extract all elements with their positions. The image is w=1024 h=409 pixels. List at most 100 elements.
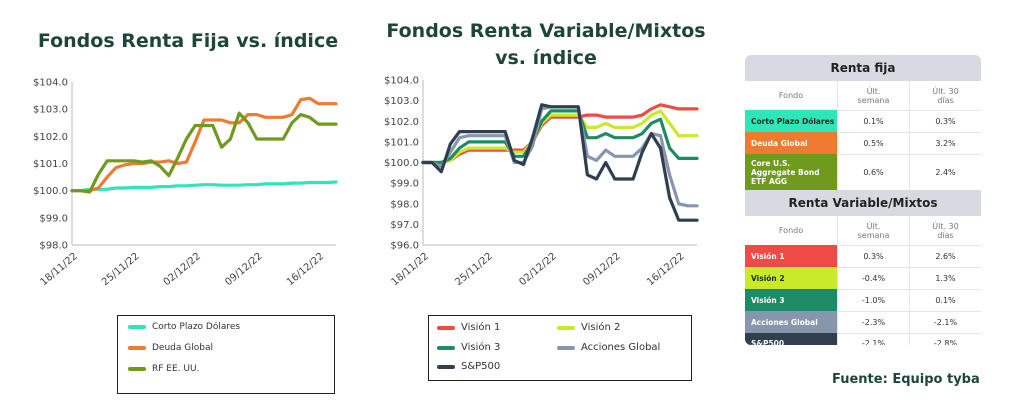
x-tick-label: 25/11/22 <box>453 251 494 288</box>
renta-variable-legend: Visión 1 Visión 2 Visión 3 Acciones Global S… <box>428 315 692 381</box>
series-line-vision1 <box>421 103 699 165</box>
series-line-corto-plazo <box>70 180 338 193</box>
weekly-return: -0.4% <box>837 267 909 289</box>
renta-fija-header-label: Renta fija <box>830 61 896 75</box>
legend-item: RF EE. UU. <box>128 364 199 374</box>
fund-name: S&P500 <box>745 333 837 345</box>
weekly-return: 0.1% <box>837 110 909 132</box>
monthly-return: -2.1% <box>909 311 981 333</box>
legend-label: RF EE. UU. <box>152 364 200 374</box>
legend-label: S&P500 <box>461 361 501 372</box>
legend-swatch <box>437 364 455 369</box>
table-row: Visión 1 0.3% 2.6% <box>745 245 981 268</box>
renta-variable-header: Renta Variable/Mixtos <box>745 190 981 216</box>
series-line-rf-eeuu <box>70 111 338 194</box>
x-tick-label: 18/11/22 <box>389 251 430 288</box>
y-tick-label: $104.0 <box>33 78 68 89</box>
series-line-sp500 <box>421 103 699 222</box>
column-header-30-dias: Últ. 30 días <box>909 81 981 110</box>
performance-table: Renta fija Fondo Últ. semana Últ. 30 días Co… <box>745 55 981 345</box>
legend-label: Acciones Global <box>581 342 661 353</box>
y-tick-label: $99.0 <box>390 179 419 190</box>
legend-item: Visión 1 <box>437 322 500 333</box>
legend-label: Corto Plazo Dólares <box>152 322 241 332</box>
y-tick-label: $102.0 <box>33 132 68 143</box>
legend-item: Visión 3 <box>437 342 500 353</box>
x-tick-label: 16/12/22 <box>645 251 686 288</box>
source-note: Fuente: Equipo tyba <box>832 372 980 387</box>
renta-variable-header-label: Renta Variable/Mixtos <box>788 196 938 210</box>
x-tick-label: 09/12/22 <box>581 251 622 288</box>
column-header-semana: Últ. semana <box>837 216 909 245</box>
legend-swatch <box>557 325 575 330</box>
y-tick-label: $101.0 <box>384 137 419 148</box>
legend-item: Corto Plazo Dólares <box>128 322 240 332</box>
fund-name: Core U.S. Aggregate Bond ETF AGG <box>745 154 837 190</box>
legend-swatch <box>128 325 146 329</box>
x-tick-label: 02/12/22 <box>517 251 558 288</box>
legend-swatch <box>128 346 146 350</box>
legend-swatch <box>437 325 455 330</box>
renta-fija-legend: Corto Plazo Dólares Deuda Global RF EE. UU… <box>117 315 335 394</box>
legend-label: Visión 3 <box>461 342 501 353</box>
table-row: Visión 2 -0.4% 1.3% <box>745 267 981 290</box>
y-tick-label: $97.0 <box>390 220 419 231</box>
column-header-fondo: Fondo <box>778 226 804 235</box>
weekly-return: -1.0% <box>837 289 909 311</box>
table-row: S&P500 -2.1% -2.8% <box>745 333 981 345</box>
table-row: Corto Plazo Dólares 0.1% 0.3% <box>745 110 981 133</box>
legend-swatch <box>557 345 575 350</box>
fund-name: Acciones Global <box>745 311 837 333</box>
fund-name: Visión 1 <box>745 245 837 267</box>
monthly-return: 2.6% <box>909 245 981 267</box>
renta-fija-header: Renta fija <box>745 55 981 81</box>
series-line-deuda-global <box>70 96 338 193</box>
monthly-return: 0.3% <box>909 110 981 132</box>
y-tick-label: $98.0 <box>390 199 419 210</box>
series-line-vision3 <box>421 109 699 165</box>
weekly-return: -2.1% <box>837 333 909 345</box>
monthly-return: 1.3% <box>909 267 981 289</box>
legend-swatch <box>128 367 146 371</box>
fund-name: Visión 3 <box>745 289 837 311</box>
legend-label: Visión 2 <box>581 322 621 333</box>
fund-name: Corto Plazo Dólares <box>745 110 837 132</box>
table-row: Core U.S. Aggregate Bond ETF AGG 0.6% 2.4% <box>745 154 981 191</box>
y-tick-label: $98.0 <box>39 241 68 252</box>
y-tick-label: $100.0 <box>33 186 68 197</box>
monthly-return: 0.1% <box>909 289 981 311</box>
y-tick-label: $103.0 <box>33 105 68 116</box>
legend-item: S&P500 <box>437 361 500 372</box>
legend-label: Deuda Global <box>152 343 213 353</box>
column-header-semana: Últ. semana <box>837 81 909 110</box>
legend-swatch <box>437 345 455 350</box>
monthly-return: 3.2% <box>909 132 981 154</box>
table-row: Acciones Global -2.3% -2.1% <box>745 311 981 334</box>
monthly-return: 2.4% <box>909 154 981 190</box>
column-header-30-dias: Últ. 30 días <box>909 216 981 245</box>
fund-name: Deuda Global <box>745 132 837 154</box>
legend-label: Visión 1 <box>461 322 501 333</box>
y-tick-label: $102.0 <box>384 117 419 128</box>
table-row: Visión 3 -1.0% 0.1% <box>745 289 981 312</box>
y-tick-label: $100.0 <box>384 158 419 169</box>
column-header-row: Fondo Últ. semana Últ. 30 días <box>745 81 981 111</box>
y-tick-label: $101.0 <box>33 159 68 170</box>
weekly-return: 0.6% <box>837 154 909 190</box>
left-chart-title: Fondos Renta Fija vs. índice <box>37 30 339 52</box>
weekly-return: 0.5% <box>837 132 909 154</box>
y-tick-label: $96.0 <box>390 241 419 252</box>
monthly-return: -2.8% <box>909 333 981 345</box>
legend-item: Acciones Global <box>557 342 660 353</box>
y-tick-label: $99.0 <box>39 213 68 224</box>
y-tick-label: $104.0 <box>384 76 419 87</box>
series-line-vision2 <box>421 109 699 165</box>
y-tick-label: $103.0 <box>384 96 419 107</box>
legend-item: Visión 2 <box>557 322 620 333</box>
weekly-return: 0.3% <box>837 245 909 267</box>
middle-chart-title: Fondos Renta Variable/Mixtos vs. índice <box>386 20 706 69</box>
legend-item: Deuda Global <box>128 343 213 353</box>
table-row: Deuda Global 0.5% 3.2% <box>745 132 981 155</box>
